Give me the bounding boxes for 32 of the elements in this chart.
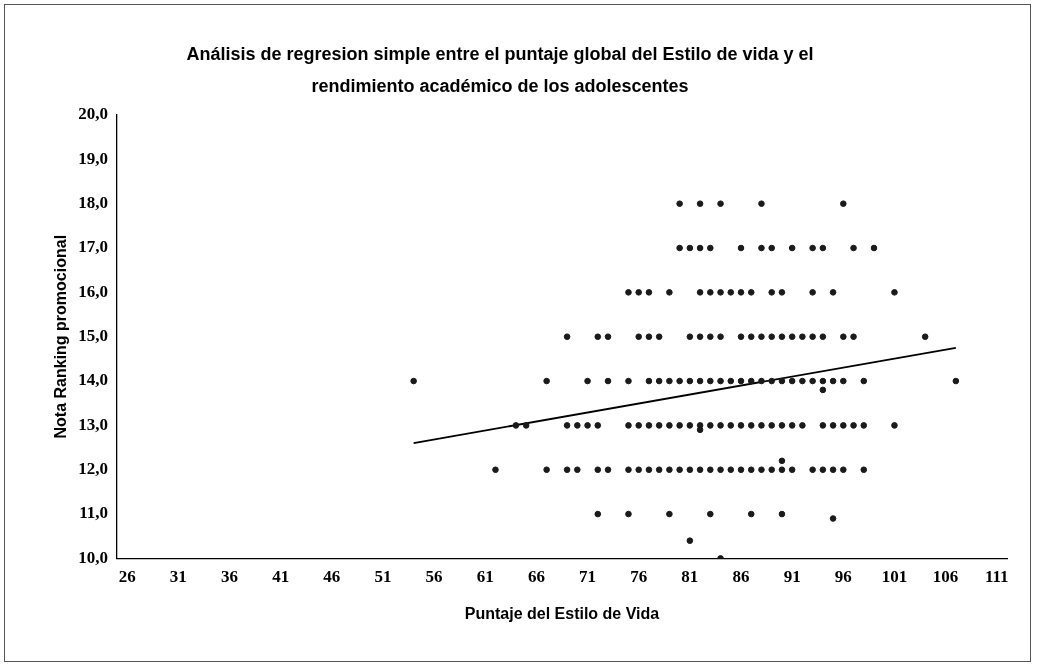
x-tick-label: 41 — [272, 566, 290, 586]
y-tick-label: 17,0 — [78, 237, 108, 257]
x-tick-label: 96 — [834, 566, 852, 586]
x-tick-label: 111 — [984, 566, 1009, 586]
y-tick-label: 15,0 — [78, 326, 108, 346]
y-tick-label: 13,0 — [78, 414, 108, 434]
y-axis-title: Nota Ranking promocional — [52, 234, 70, 439]
y-tick-label: 18,0 — [78, 193, 108, 213]
x-axis-title: Puntaje del Estilo de Vida — [464, 604, 660, 622]
y-tick-label: 16,0 — [78, 281, 108, 301]
y-tick-label: 14,0 — [78, 370, 108, 390]
x-tick-label: 106 — [932, 566, 959, 586]
y-tick-label: 12,0 — [78, 459, 108, 479]
x-tick-label: 66 — [527, 566, 545, 586]
x-tick-label: 101 — [881, 566, 908, 586]
x-tick-label: 86 — [732, 566, 750, 586]
x-tick-label: 91 — [783, 566, 801, 586]
x-tick-label: 46 — [323, 566, 341, 586]
y-tick-label: 19,0 — [78, 148, 108, 168]
y-tick-label: 20,0 — [78, 104, 108, 124]
y-tick-label: 10,0 — [78, 547, 108, 567]
x-tick-label: 26 — [118, 566, 136, 586]
x-tick-label: 76 — [630, 566, 648, 586]
x-tick-label: 51 — [374, 566, 392, 586]
y-tick-label: 11,0 — [79, 503, 108, 523]
chart-title: Análisis de regresion simple entre el puntaje global del Estilo de vida y el rendimiento académico de los adolescentes — [185, 43, 815, 98]
x-tick-label: 56 — [425, 566, 443, 586]
x-tick-label: 36 — [220, 566, 238, 586]
x-tick-label: 61 — [476, 566, 494, 586]
x-tick-label: 71 — [579, 566, 597, 586]
x-tick-label: 31 — [169, 566, 187, 586]
x-tick-label: 81 — [681, 566, 699, 586]
